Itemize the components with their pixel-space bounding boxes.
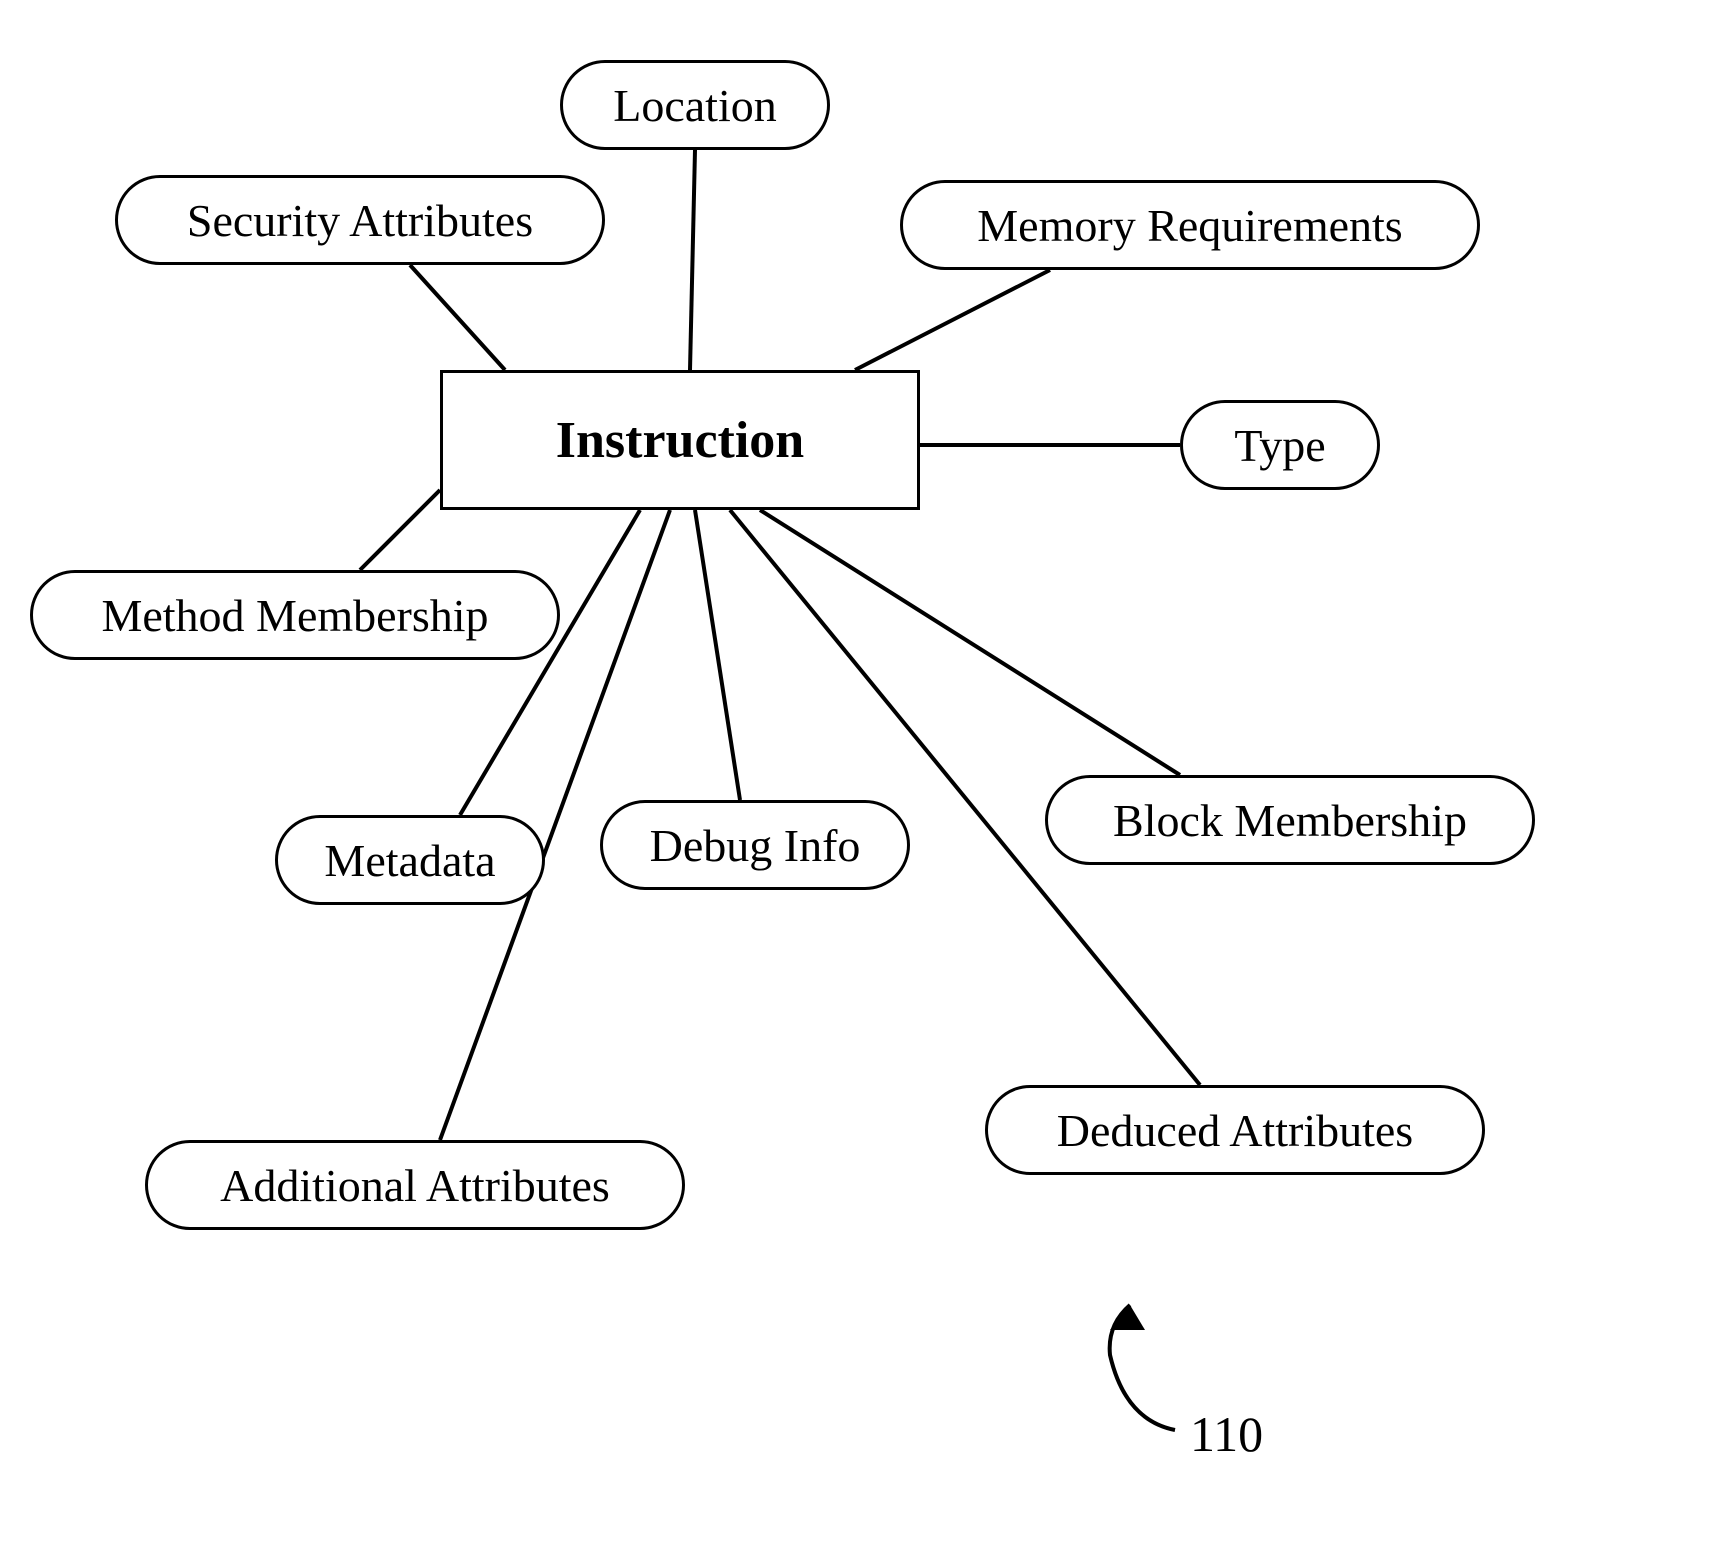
edge-line	[695, 510, 740, 800]
attribute-node-location: Location	[560, 60, 830, 150]
attribute-node-method: Method Membership	[30, 570, 560, 660]
attribute-node-label: Type	[1234, 419, 1325, 472]
reference-label-text: 110	[1190, 1406, 1263, 1462]
center-node-instruction: Instruction	[440, 370, 920, 510]
center-node-label: Instruction	[556, 411, 804, 470]
attribute-node-label: Method Membership	[101, 589, 488, 642]
attribute-node-label: Security Attributes	[187, 194, 533, 247]
edge-line	[690, 150, 695, 370]
edge-line	[410, 265, 505, 370]
attribute-node-label: Debug Info	[650, 819, 861, 872]
edge-line	[760, 510, 1180, 775]
attribute-node-block: Block Membership	[1045, 775, 1535, 865]
attribute-node-debug: Debug Info	[600, 800, 910, 890]
edge-line	[855, 270, 1050, 370]
diagram-container: Instruction Location Security Attributes M…	[0, 0, 1716, 1543]
attribute-node-label: Deduced Attributes	[1057, 1104, 1413, 1157]
attribute-node-deduced: Deduced Attributes	[985, 1085, 1485, 1175]
attribute-node-label: Memory Requirements	[977, 199, 1402, 252]
reference-label: 110	[1190, 1405, 1263, 1463]
attribute-node-label: Additional Attributes	[220, 1159, 610, 1212]
reference-arrow-icon	[1065, 1300, 1205, 1440]
edge-line	[360, 490, 440, 570]
attribute-node-label: Block Membership	[1113, 794, 1467, 847]
attribute-node-additional: Additional Attributes	[145, 1140, 685, 1230]
attribute-node-memory: Memory Requirements	[900, 180, 1480, 270]
attribute-node-security: Security Attributes	[115, 175, 605, 265]
attribute-node-label: Location	[613, 79, 777, 132]
attribute-node-label: Metadata	[324, 834, 495, 887]
attribute-node-type: Type	[1180, 400, 1380, 490]
edge-line	[460, 510, 640, 815]
attribute-node-metadata: Metadata	[275, 815, 545, 905]
